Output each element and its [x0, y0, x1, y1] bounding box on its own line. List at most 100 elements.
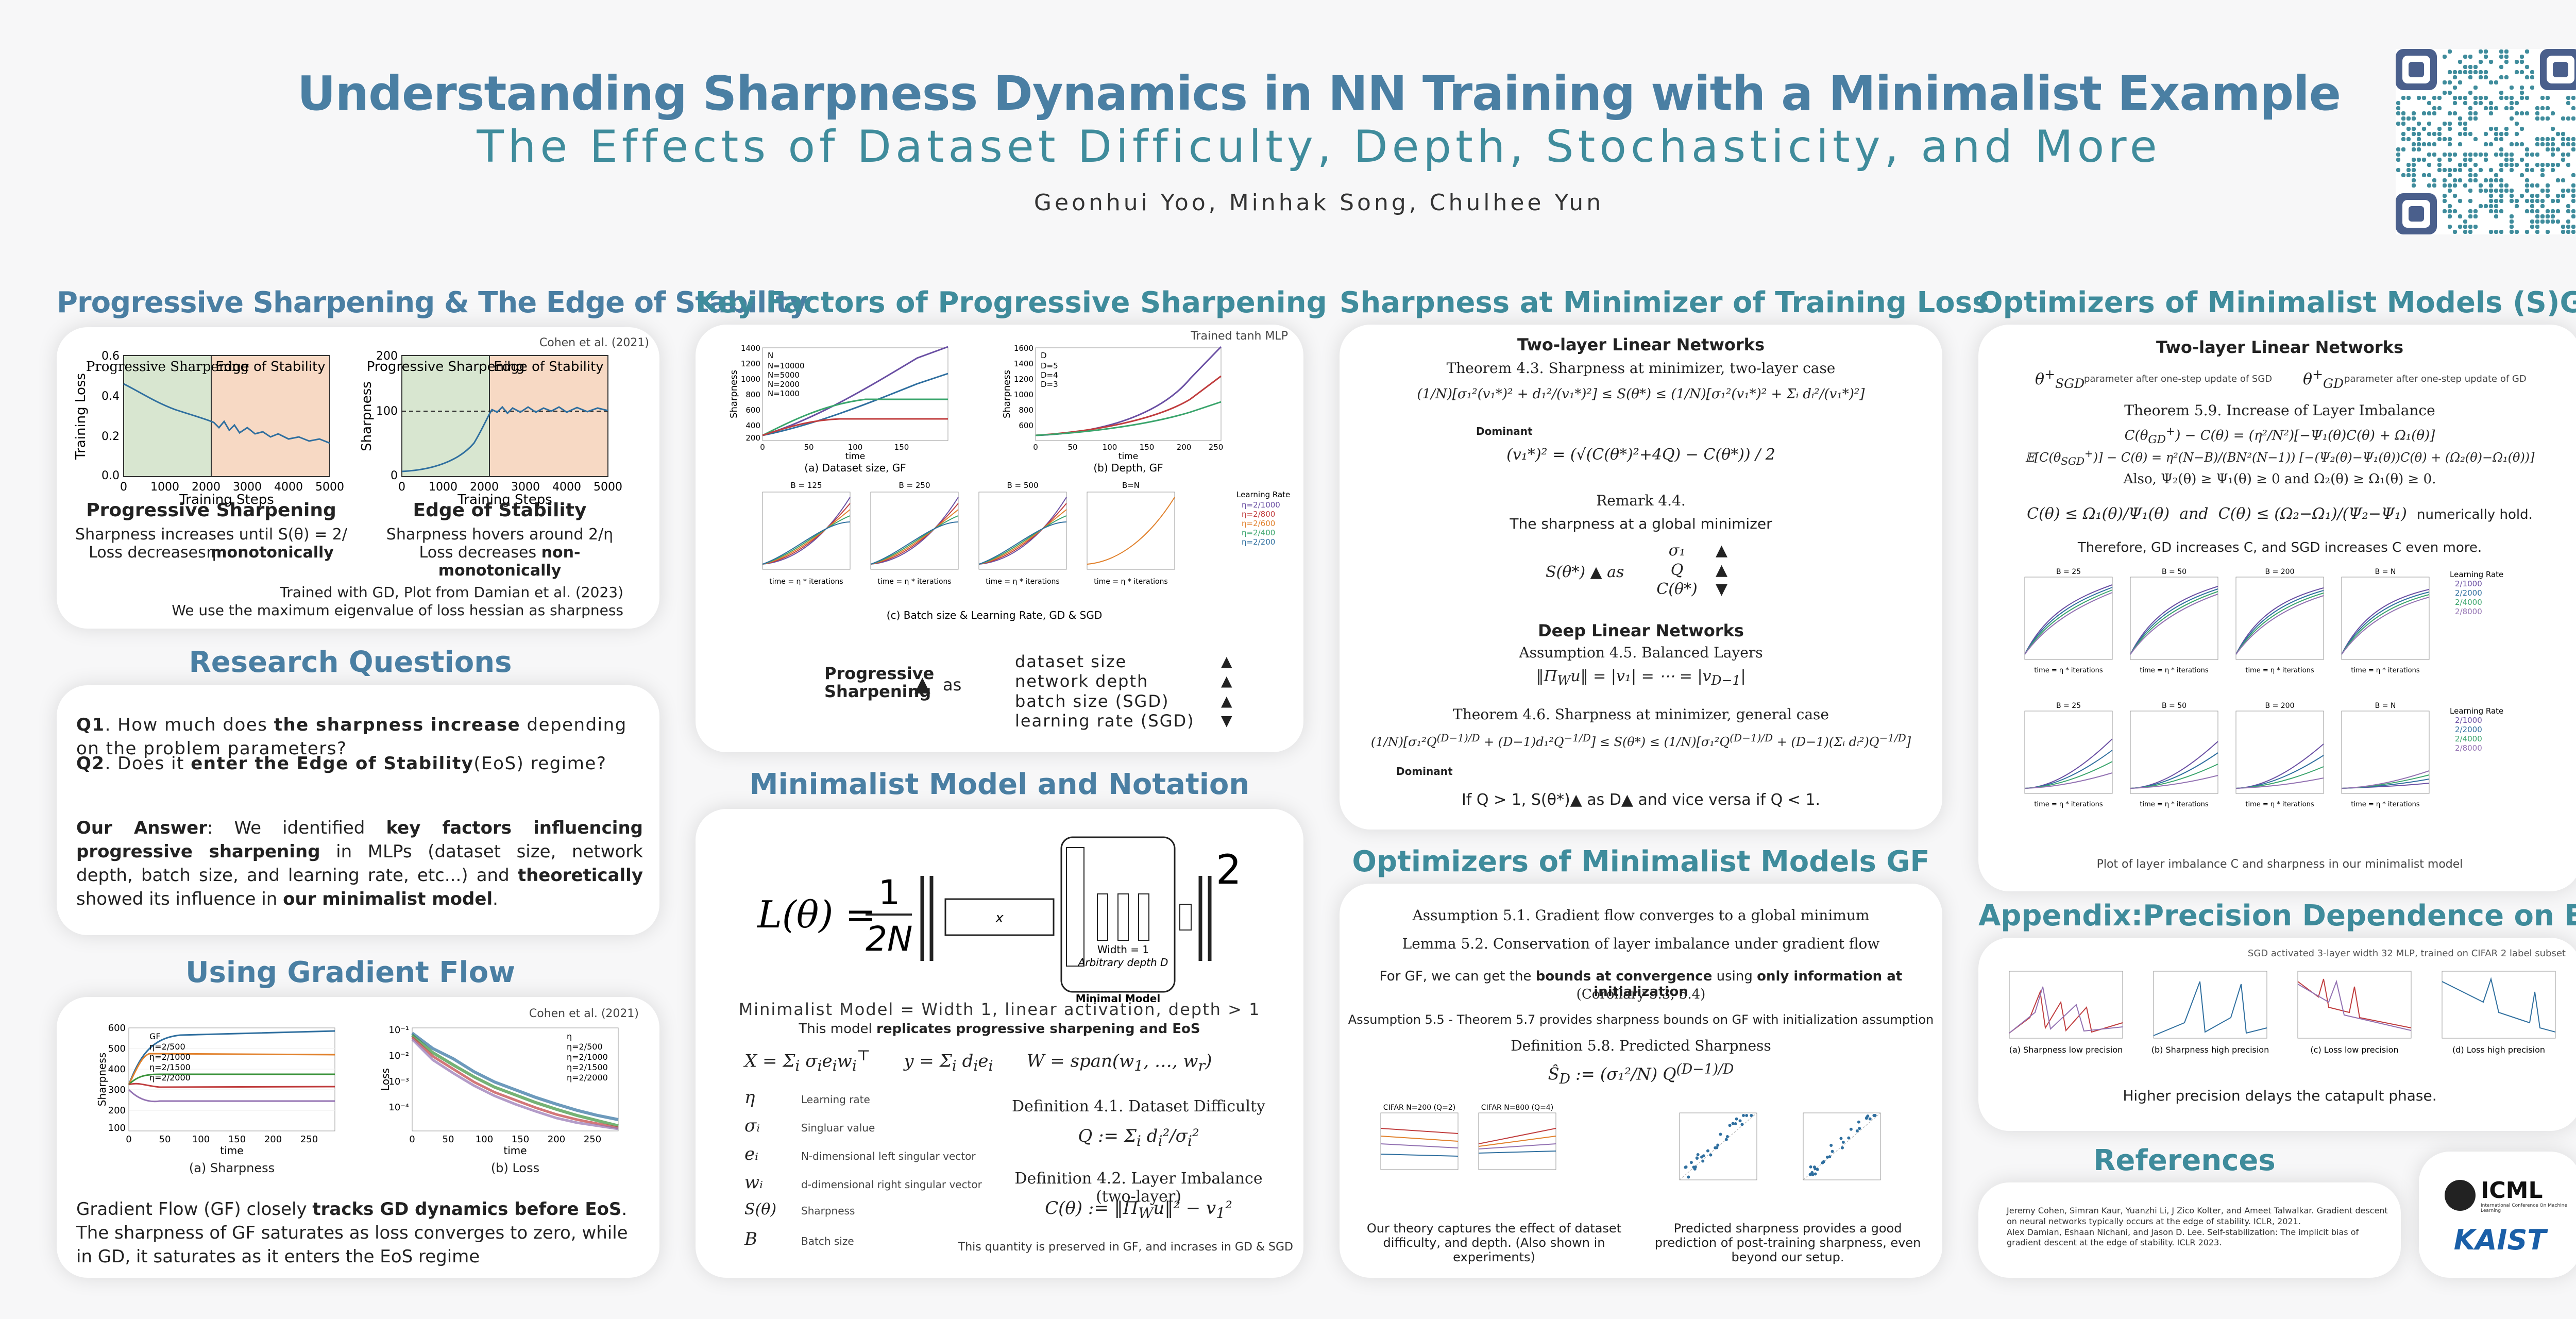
- svg-text:D: D: [1041, 351, 1047, 360]
- svg-text:10⁻³: 10⁻³: [388, 1076, 409, 1087]
- svg-text:2/4000: 2/4000: [2455, 598, 2482, 607]
- svg-text:3000: 3000: [233, 481, 262, 494]
- svg-text:time = η * iterations: time = η * iterations: [2140, 667, 2208, 674]
- svg-text:2/1000: 2/1000: [2455, 579, 2482, 588]
- svg-text:1400: 1400: [1014, 359, 1033, 368]
- osgd-batch-plot: B = 200 time = η * iterations: [2235, 702, 2324, 808]
- svg-text:50: 50: [159, 1134, 171, 1145]
- svg-text:1000: 1000: [1014, 390, 1033, 399]
- svg-text:η=2/1000: η=2/1000: [149, 1052, 191, 1062]
- osgd-card: Two-layer Linear Networks θ+SGD paramete…: [1978, 325, 2576, 891]
- svg-text:(a) Dataset size, GF: (a) Dataset size, GF: [804, 462, 906, 474]
- osgd-batch-plot: B = N time = η * iterations: [2341, 702, 2430, 808]
- ps-sharpness-curve: [401, 405, 608, 472]
- svg-text:time: time: [845, 451, 865, 462]
- kf-batch-plot: B = 500 time = η * iterations: [978, 481, 1067, 586]
- svg-text:1: 1: [878, 873, 900, 912]
- gf-text: Gradient Flow (GF) closely tracks GD dyn…: [76, 1199, 628, 1267]
- osgd-batch-label: B = 200: [2265, 702, 2295, 710]
- svg-text:Arbitrary depth D: Arbitrary depth D: [1077, 956, 1168, 969]
- smin-two: Two-layer Linear Networks: [1517, 335, 1765, 354]
- svg-text:1000: 1000: [429, 481, 457, 494]
- svg-text:100: 100: [848, 443, 863, 452]
- ogf-heading: Optimizers of Minimalist Models GF: [1352, 845, 1930, 878]
- svg-text:0: 0: [1033, 443, 1038, 452]
- gf-caption-a: (a) Sharpness: [189, 1161, 275, 1175]
- svg-text:2/8000: 2/8000: [2455, 607, 2482, 616]
- smin-heading: Sharpness at Minimizer of Training Loss: [1340, 286, 1990, 319]
- svg-text:D=5: D=5: [1041, 361, 1058, 370]
- svg-text:η=2/400: η=2/400: [1242, 528, 1275, 537]
- ps-col1-l1: Sharpness increases until S(θ) = 2/η: [75, 526, 347, 562]
- osgd-batch-label: B = 25: [2056, 702, 2081, 710]
- gf-heading: Using Gradient Flow: [185, 956, 515, 989]
- ps-card: Cohen et al. (2021) Progressive Sharpeni…: [57, 327, 659, 629]
- svg-text:0: 0: [409, 1134, 415, 1145]
- kf-batch-plot: B = 125 time = η * iterations: [762, 481, 851, 586]
- svg-text:time = η * iterations: time = η * iterations: [986, 578, 1059, 586]
- svg-text:0.2: 0.2: [101, 430, 120, 443]
- mm-replicates: This model replicates progressive sharpe…: [799, 1021, 1200, 1037]
- osgd-batch-label: B = 50: [2162, 568, 2187, 576]
- app-card: SGD activated 3-layer width 32 MLP, trai…: [1978, 938, 2576, 1131]
- osgd-batch-label: B = N: [2375, 702, 2396, 710]
- svg-text:D=3: D=3: [1041, 380, 1058, 389]
- ogf-card: Assumption 5.1. Gradient flow converges …: [1340, 884, 1942, 1278]
- svg-text:150: 150: [1140, 443, 1155, 452]
- svg-text:time: time: [1118, 451, 1138, 462]
- svg-text:100: 100: [376, 405, 398, 418]
- ps-loss-curve: [123, 383, 330, 444]
- svg-text:250: 250: [584, 1134, 601, 1145]
- svg-text:1400: 1400: [741, 344, 760, 353]
- smin-card: Two-layer Linear Networks Theorem 4.3. S…: [1340, 325, 1942, 830]
- kf-batch-label: B = 500: [1007, 481, 1038, 490]
- svg-text:η=2/1000: η=2/1000: [1242, 500, 1280, 510]
- svg-text:time: time: [503, 1144, 527, 1157]
- osgd-batch-plot: B = 50 time = η * iterations: [2130, 702, 2218, 808]
- svg-text:200: 200: [548, 1134, 565, 1145]
- app-heading: Appendix:Precision Dependence on EoS: [1978, 899, 2576, 933]
- svg-text:(b) Depth, GF: (b) Depth, GF: [1093, 462, 1163, 474]
- osgd-batch-label: B = 50: [2162, 702, 2187, 710]
- svg-text:N=2000: N=2000: [768, 380, 800, 389]
- ps-foot1: Trained with GD, Plot from Damian et al.…: [280, 584, 623, 601]
- svg-text:200: 200: [1177, 443, 1192, 452]
- svg-text:1000: 1000: [741, 375, 760, 384]
- mm-card: L(θ) = 1 2N x Width = 1 Arbitrary depth …: [696, 809, 1303, 1278]
- svg-text:200: 200: [108, 1105, 126, 1116]
- svg-text:0: 0: [120, 481, 127, 494]
- svg-text:time = η * iterations: time = η * iterations: [2351, 801, 2419, 808]
- svg-text:0: 0: [391, 469, 398, 482]
- svg-text:50: 50: [1067, 443, 1077, 452]
- ogf-plots: CIFAR N=200 (Q=2) CIFAR N=800 (Q=4): [1380, 1104, 1881, 1180]
- osgd-batch-label: B = 200: [2265, 568, 2295, 576]
- svg-text:0: 0: [126, 1134, 131, 1145]
- svg-text:10⁻²: 10⁻²: [388, 1051, 409, 1061]
- ps-left-region2: Edge of Stability: [215, 359, 325, 375]
- svg-text:N=10000: N=10000: [768, 361, 805, 370]
- svg-text:Edge of Stability: Edge of Stability: [494, 359, 603, 375]
- svg-text:time = η * iterations: time = η * iterations: [2351, 667, 2419, 674]
- svg-text:N=1000: N=1000: [768, 389, 800, 398]
- svg-text:2/2000: 2/2000: [2455, 725, 2482, 734]
- svg-text:200: 200: [376, 350, 398, 363]
- mm-heading: Minimalist Model and Notation: [749, 768, 1250, 801]
- svg-text:2000: 2000: [192, 481, 221, 494]
- ps-left-region1: Progressive Sharpening: [86, 359, 249, 375]
- poster-title: Understanding Sharpness Dynamics in NN T…: [297, 66, 2341, 121]
- qr-code[interactable]: [2396, 49, 2576, 234]
- svg-text:η=2/600: η=2/600: [1242, 519, 1275, 528]
- svg-text:50: 50: [804, 443, 814, 452]
- svg-text:3000: 3000: [511, 481, 540, 494]
- ps-left-region2-shade: [211, 356, 330, 477]
- logo-card: ICML International Conference On Machine…: [2419, 1152, 2576, 1278]
- ps-foot2: We use the maximum eigenvalue of loss he…: [172, 602, 623, 619]
- svg-text:0: 0: [760, 443, 765, 452]
- ps-plots: Progressive Sharpening Edge of Stability…: [73, 350, 622, 508]
- svg-text:time = η * iterations: time = η * iterations: [2245, 801, 2314, 808]
- svg-text:η=2/2000: η=2/2000: [149, 1073, 191, 1083]
- ref-1: Jeremy Cohen, Simran Kaur, Yuanzhi Li, J…: [2007, 1206, 2388, 1226]
- svg-text:4000: 4000: [274, 481, 303, 494]
- svg-text:Learning Rate: Learning Rate: [1236, 490, 1290, 499]
